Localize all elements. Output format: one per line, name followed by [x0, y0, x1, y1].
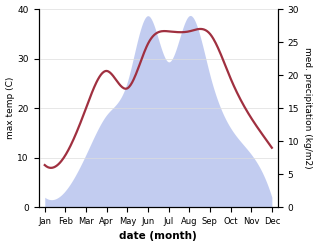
Y-axis label: med. precipitation (kg/m2): med. precipitation (kg/m2): [303, 47, 313, 169]
X-axis label: date (month): date (month): [120, 231, 197, 242]
Y-axis label: max temp (C): max temp (C): [5, 77, 15, 139]
